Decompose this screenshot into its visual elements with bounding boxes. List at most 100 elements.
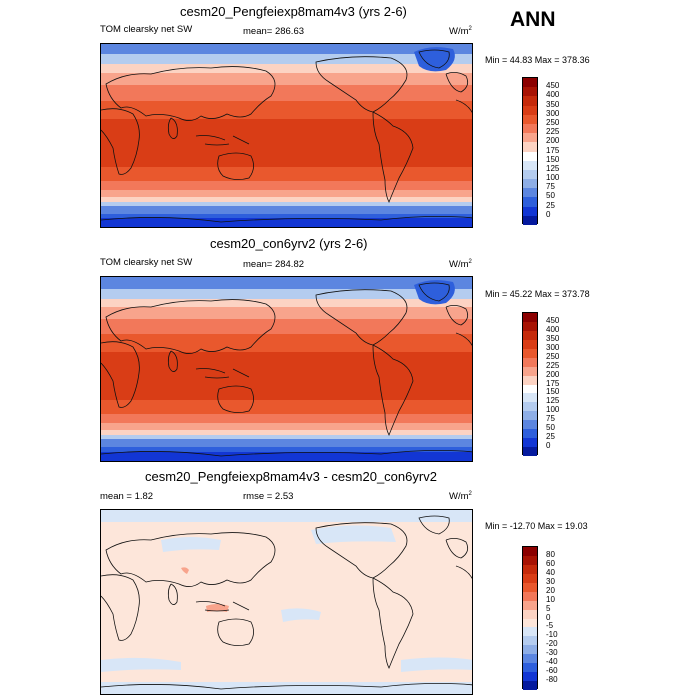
colorbar-tick-label: 50 (546, 191, 555, 201)
colorbar-tick-label: 150 (546, 154, 560, 164)
panel-1-units: W/m2 (449, 26, 472, 38)
colorbar-tick-label: 150 (546, 387, 560, 397)
colorbar-swatch (523, 564, 537, 574)
colorbar-swatch (523, 600, 537, 610)
panel-2-title: cesm20_con6yrv2 (yrs 2-6) (210, 236, 368, 251)
colorbar-tick-label: -20 (546, 639, 558, 649)
colorbar-tick-label: 75 (546, 414, 555, 424)
colorbar-swatch (523, 627, 537, 637)
colorbar-swatch (523, 447, 537, 456)
panel-3-max: Max = 19.03 (537, 521, 588, 531)
colorbar-swatch (523, 555, 537, 565)
colorbar-swatch (523, 573, 537, 583)
colorbar-tick-label: -5 (546, 621, 554, 631)
colorbar-swatch (523, 654, 537, 664)
colorbar-swatch (523, 179, 537, 189)
colorbar-tick-label: 80 (546, 549, 555, 559)
colorbar-tick-label: 75 (546, 182, 555, 192)
panel-2-min: Min = 45.22 Max = 373.78 (485, 289, 590, 299)
colorbar-swatch (523, 169, 537, 180)
colorbar-swatch (523, 105, 537, 115)
colorbar-tick-label: 0 (546, 612, 551, 622)
colorbar-swatch (523, 591, 537, 601)
colorbar-tick-label: 50 (546, 423, 555, 433)
colorbar-tick-label: 250 (546, 351, 560, 361)
colorbar-tick-label: 450 (546, 81, 560, 91)
colorbar-swatch (523, 123, 537, 134)
colorbar-swatch (523, 645, 537, 655)
panel-3-min: Min = -12.70 Max = 19.03 (485, 521, 588, 531)
panel-3-mean-label: mean = 1.82 (100, 491, 154, 502)
colorbar-swatch (523, 133, 537, 143)
colorbar-swatch (523, 160, 537, 170)
colorbar-tick-label: 25 (546, 200, 555, 210)
colorbar-tick-label: 400 (546, 90, 560, 100)
colorbar-tick-label: 100 (546, 405, 560, 415)
colorbar-swatch (523, 348, 537, 358)
colorbar-swatch (523, 114, 537, 124)
colorbar-tick-label: 0 (546, 209, 551, 219)
colorbar-swatch (523, 375, 537, 385)
colorbar-swatch (523, 206, 537, 216)
panel-2-max: Max = 373.78 (534, 289, 590, 299)
colorbar-swatch (523, 339, 537, 349)
colorbar-swatch (523, 672, 537, 682)
colorbar-tick-label: 125 (546, 396, 560, 406)
colorbar-swatch (523, 402, 537, 412)
colorbar-swatch (523, 366, 537, 376)
season-label: ANN (510, 8, 556, 31)
colorbar-tick-label: 225 (546, 127, 560, 137)
colorbar-swatch (523, 142, 537, 152)
colorbar-tick-label: 450 (546, 315, 560, 325)
colorbar-swatch (523, 78, 537, 88)
colorbar-tick-label: 20 (546, 585, 555, 595)
colorbar-tick-label: 30 (546, 576, 555, 586)
colorbar-tick-label: 25 (546, 432, 555, 442)
panel-2-units: W/m2 (449, 259, 472, 271)
colorbar-tick-label: -30 (546, 648, 558, 658)
panel-1-min: Min = 44.83 Max = 378.36 (485, 55, 590, 65)
colorbar-tick-label: -60 (546, 666, 558, 676)
panel-3-title: cesm20_Pengfeiexp8mam4v3 - cesm20_con6yr… (145, 469, 437, 484)
colorbar-tick-label: -80 (546, 675, 558, 685)
colorbar-tick-label: 5 (546, 603, 551, 613)
colorbar-swatch (523, 321, 537, 331)
colorbar-tick-label: -10 (546, 630, 558, 640)
colorbar-swatch (523, 609, 537, 619)
panel-3-units: W/m2 (449, 491, 472, 503)
colorbar-swatch (523, 151, 537, 161)
colorbar-tick-label: 40 (546, 567, 555, 577)
colorbar-swatch (523, 313, 537, 322)
colorbar-tick-label: 250 (546, 117, 560, 127)
colorbar-swatch (523, 357, 537, 367)
colorbar-tick-label: 200 (546, 136, 560, 146)
panel-1-map (100, 43, 473, 228)
panel-3-map (100, 509, 473, 695)
colorbar-tick-label: 300 (546, 342, 560, 352)
colorbar-tick-label: 175 (546, 145, 560, 155)
colorbar-swatch (523, 393, 537, 403)
colorbar-tick-label: 350 (546, 333, 560, 343)
colorbar-tick-label: 400 (546, 324, 560, 334)
colorbar-swatch (523, 636, 537, 646)
colorbar-swatch (523, 429, 537, 439)
colorbar-swatch (523, 438, 537, 448)
panel-1-title: cesm20_Pengfeiexp8mam4v3 (yrs 2-6) (180, 4, 407, 19)
colorbar-tick-label: 125 (546, 163, 560, 173)
colorbar-tick-label: 175 (546, 378, 560, 388)
colorbar-swatch (523, 663, 537, 673)
colorbar-tick-label: -40 (546, 657, 558, 667)
colorbar-swatch (523, 547, 537, 556)
colorbar-swatch (523, 188, 537, 198)
panel-1-mean-label: mean= 286.63 (243, 26, 305, 37)
panel-1-variable-label: TOM clearsky net SW (100, 24, 193, 35)
colorbar-tick-label: 200 (546, 369, 560, 379)
colorbar-tick-label: 300 (546, 108, 560, 118)
colorbar-tick-label: 225 (546, 360, 560, 370)
colorbar-swatch (523, 582, 537, 592)
colorbar-swatch (523, 618, 537, 628)
colorbar-swatch (523, 384, 537, 394)
panel-1-colorbar (522, 77, 538, 225)
colorbar-tick-label: 100 (546, 173, 560, 183)
colorbar-swatch (523, 420, 537, 430)
